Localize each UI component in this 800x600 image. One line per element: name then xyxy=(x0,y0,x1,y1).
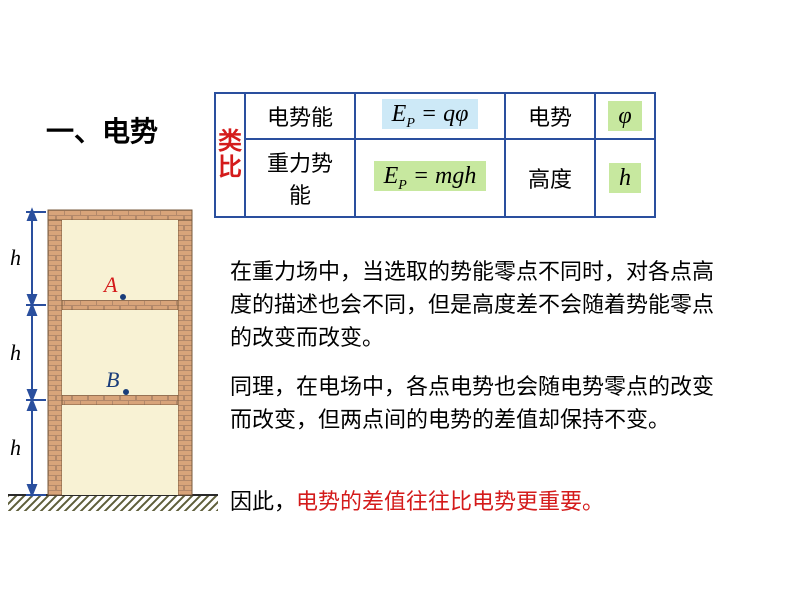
cell-grav-pe-label: 重力势能 xyxy=(245,139,355,217)
symbol-h: h xyxy=(609,163,641,193)
h-label-1: h xyxy=(10,245,21,270)
paragraph-1: 在重力场中，当选取的势能零点不同时，对各点高度的描述也会不同，但是高度差不会随着… xyxy=(230,255,730,354)
formula-electric-pe: EP = qφ xyxy=(382,99,479,129)
symbol-phi: φ xyxy=(608,101,641,131)
building-svg: A B h h h xyxy=(8,200,218,540)
formula-grav-pe: EP = mgh xyxy=(374,161,487,191)
h-label-3: h xyxy=(10,435,21,460)
analogy-table: 类比 电势能 EP = qφ 电势 φ 重力势能 EP = mgh 高度 h xyxy=(214,92,656,218)
h-label-2: h xyxy=(10,340,21,365)
point-b-label: B xyxy=(106,367,119,392)
building-diagram: A B h h h xyxy=(8,200,218,545)
paragraph-3: 因此，电势的差值往往比电势更重要。 xyxy=(230,485,750,518)
cell-potential-label: 电势 xyxy=(505,93,595,139)
paragraph-2: 同理，在电场中，各点电势也会随电势零点的改变而改变，但两点间的电势的差值却保持不… xyxy=(230,370,730,436)
cell-elec-pe-label: 电势能 xyxy=(245,93,355,139)
analogy-vertical-label: 类比 xyxy=(218,129,242,182)
cell-height-label: 高度 xyxy=(505,139,595,217)
point-a-label: A xyxy=(102,272,118,297)
section-title: 一、电势 xyxy=(46,110,158,150)
